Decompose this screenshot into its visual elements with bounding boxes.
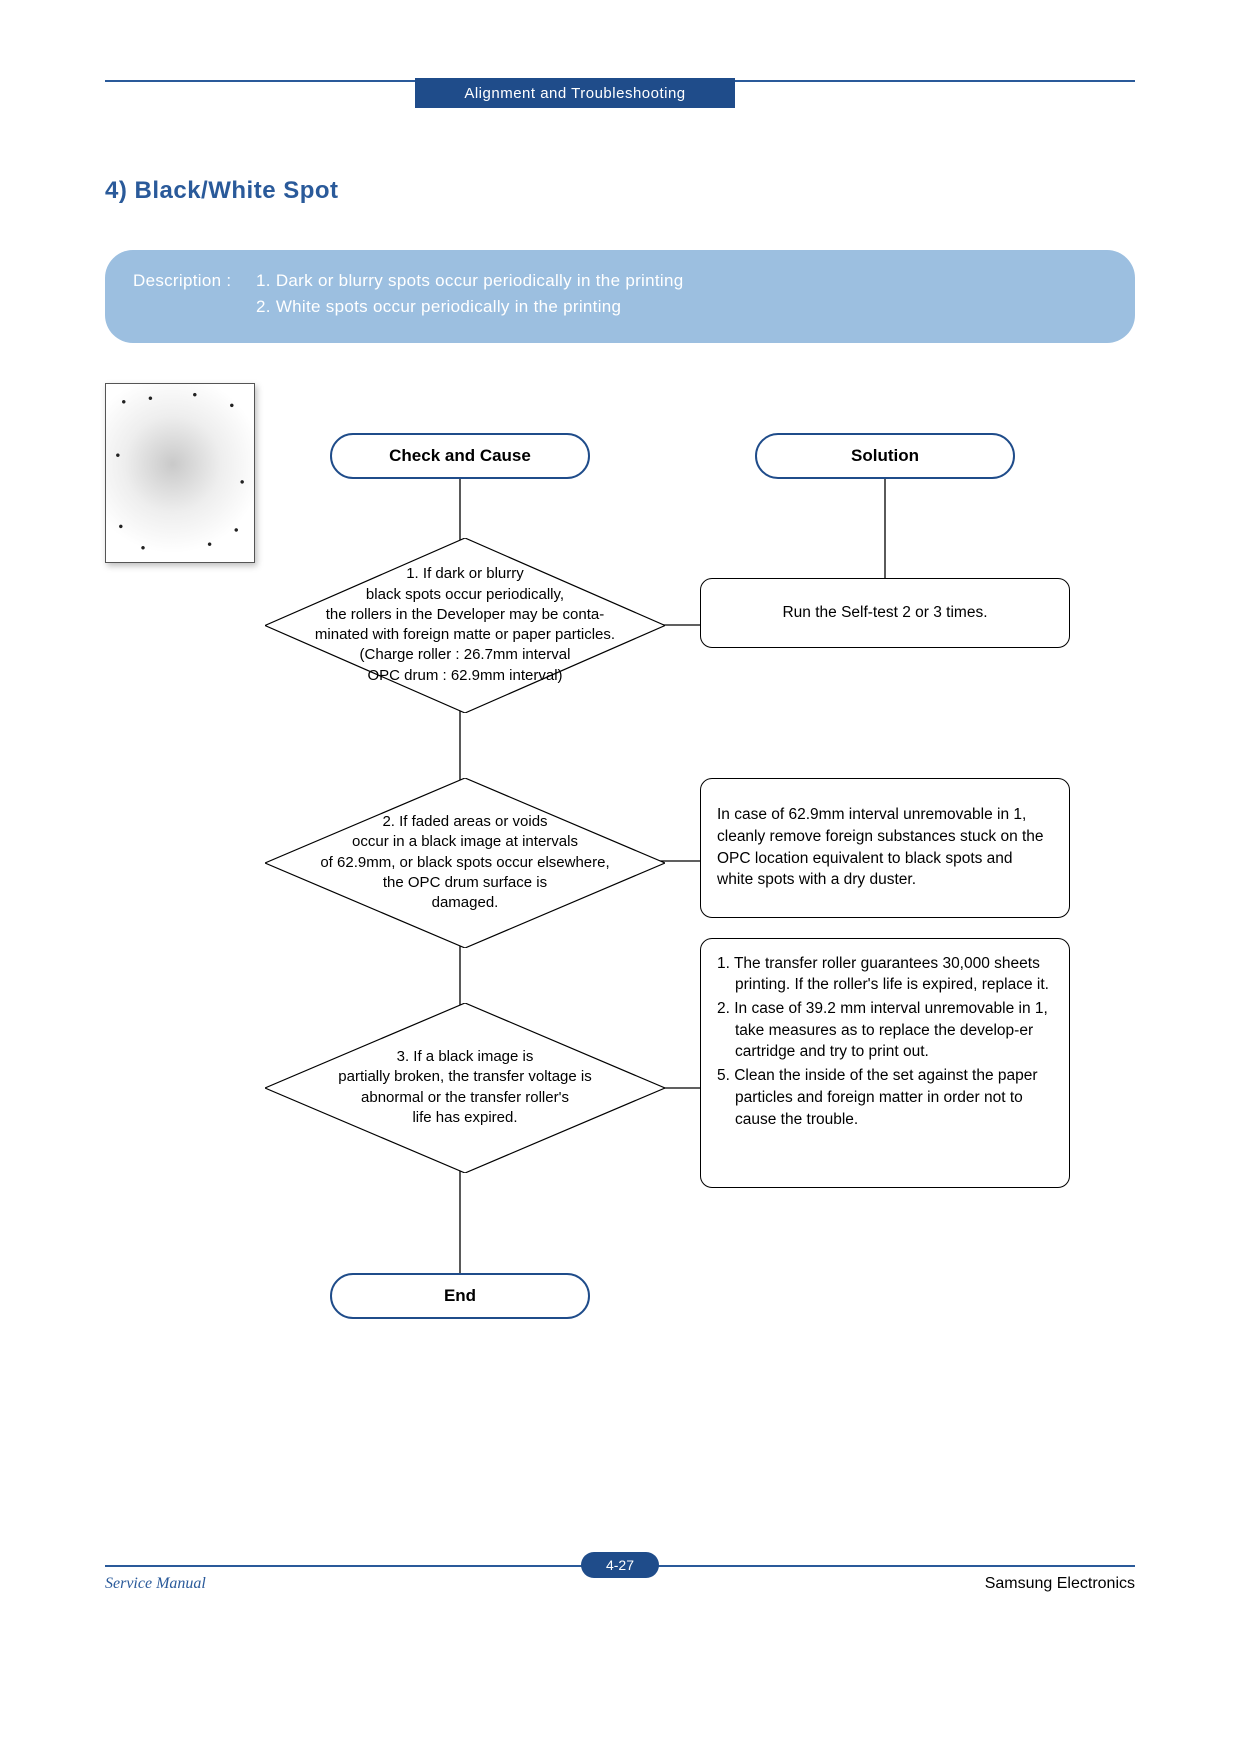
sample-defect-image: [105, 383, 255, 563]
solution-2-text: In case of 62.9mm interval unremovable i…: [717, 804, 1053, 891]
description-label: Description :: [133, 268, 251, 294]
decision-2: 2. If faded areas or voids occur in a bl…: [265, 778, 665, 948]
footer-left: Service Manual: [105, 1575, 206, 1593]
node-solution: Solution: [755, 433, 1015, 479]
node-end-label: End: [444, 1286, 476, 1306]
solution-3-item-2: 2. In case of 39.2 mm interval unremovab…: [717, 998, 1053, 1063]
solution-1: Run the Self-test 2 or 3 times.: [700, 578, 1070, 648]
footer-right: Samsung Electronics: [985, 1575, 1135, 1593]
node-solution-label: Solution: [851, 446, 919, 466]
solution-1-text: Run the Self-test 2 or 3 times.: [782, 602, 987, 624]
description-box: Description : 1. Dark or blurry spots oc…: [105, 250, 1135, 343]
page-footer: 4-27 Service Manual Samsung Electronics: [105, 1565, 1135, 1567]
node-check-and-cause-label: Check and Cause: [389, 446, 531, 466]
header-rule: Alignment and Troubleshooting: [105, 80, 1135, 82]
footer-rule: 4-27: [105, 1565, 1135, 1567]
solution-3: 1. The transfer roller guarantees 30,000…: [700, 938, 1070, 1188]
decision-3-text: 3. If a black image is partially broken,…: [338, 1047, 591, 1128]
decision-1-text: 1. If dark or blurry black spots occur p…: [315, 564, 615, 686]
page-number-pill: 4-27: [581, 1552, 659, 1578]
node-end: End: [330, 1273, 590, 1319]
solution-3-item-5: 5. Clean the inside of the set against t…: [717, 1065, 1053, 1130]
node-check-and-cause: Check and Cause: [330, 433, 590, 479]
solution-3-item-1: 1. The transfer roller guarantees 30,000…: [717, 953, 1053, 996]
solution-2: In case of 62.9mm interval unremovable i…: [700, 778, 1070, 918]
description-line-2: 2. White spots occur periodically in the…: [256, 297, 621, 316]
description-line-1: 1. Dark or blurry spots occur periodical…: [256, 271, 683, 290]
decision-3: 3. If a black image is partially broken,…: [265, 1003, 665, 1173]
section-title: 4) Black/White Spot: [105, 177, 1135, 205]
flowchart: Check and Cause Solution 1. If dark or b…: [105, 383, 1135, 1343]
decision-1: 1. If dark or blurry black spots occur p…: [265, 538, 665, 713]
header-tab: Alignment and Troubleshooting: [415, 78, 735, 108]
decision-2-text: 2. If faded areas or voids occur in a bl…: [320, 812, 609, 913]
